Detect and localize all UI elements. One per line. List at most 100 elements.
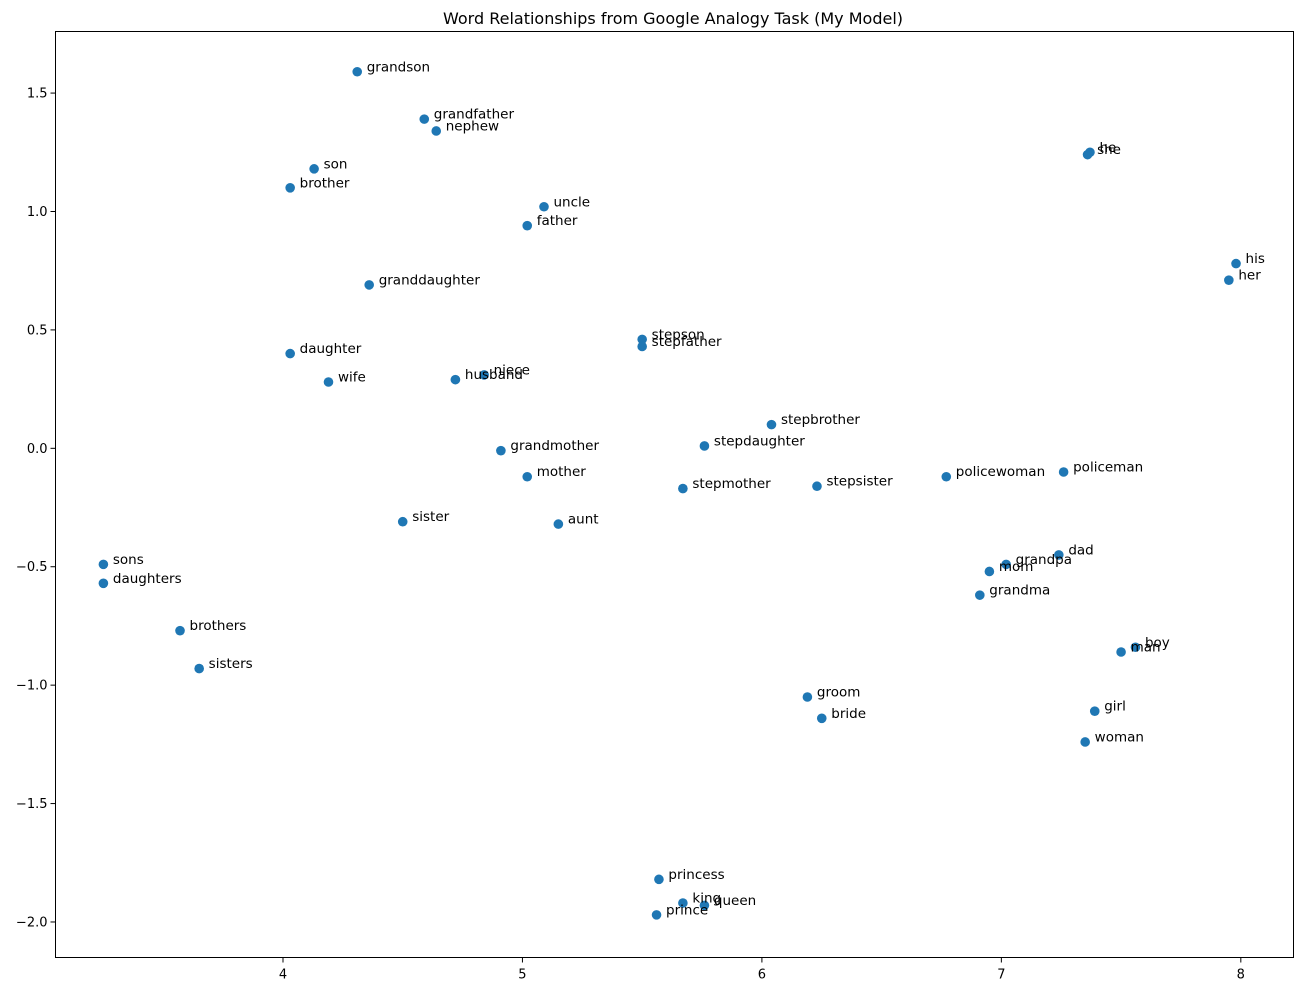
point-daughters — [98, 578, 109, 589]
point-label-stepsister: stepsister — [826, 474, 893, 490]
point-nephew — [431, 126, 442, 136]
point-brothers — [175, 625, 185, 636]
point-grandpa — [1001, 559, 1011, 570]
point-her — [1224, 275, 1234, 285]
point-label-grandma: grandma — [989, 583, 1050, 599]
point-bride — [816, 713, 827, 724]
point-princess — [654, 874, 664, 885]
point-stepfather — [637, 341, 647, 352]
point-label-father: father — [537, 213, 578, 229]
point-label-woman: woman — [1095, 729, 1144, 745]
point-husband — [450, 374, 461, 385]
point-label-policeman: policeman — [1073, 460, 1143, 476]
point-son — [309, 164, 319, 174]
point-stepsister — [812, 481, 822, 492]
point-label-stepfather: stepfather — [652, 334, 722, 350]
point-granddaughter — [364, 280, 374, 290]
point-daughter — [285, 348, 295, 359]
point-label-uncle: uncle — [553, 194, 590, 210]
point-label-stepdaughter: stepdaughter — [714, 433, 805, 449]
point-woman — [1080, 737, 1090, 747]
point-girl — [1089, 706, 1100, 716]
point-label-grandmother: grandmother — [510, 438, 599, 454]
point-stepdaughter — [699, 441, 710, 451]
point-sons — [98, 559, 109, 570]
point-stepmother — [678, 483, 688, 494]
point-label-wife: wife — [338, 370, 366, 386]
y-axis: −2.0 −1.5 −1.0 −0.5 0.0 0.5 1.0 1.5 — [16, 87, 56, 930]
point-label-aunt: aunt — [568, 512, 599, 528]
point-label-princess: princess — [668, 867, 724, 883]
point-sisters — [194, 663, 204, 674]
point-label-husband: husband — [465, 367, 523, 383]
data-points — [98, 66, 1241, 920]
point-label-stepmother: stepmother — [692, 476, 771, 492]
point-groom — [802, 692, 813, 702]
point-label-daughters: daughters — [113, 571, 182, 587]
y-tick-label: −1.0 — [16, 679, 48, 694]
point-label-queen: queen — [714, 893, 756, 909]
point-label-brother: brother — [300, 175, 350, 191]
point-stepson — [637, 334, 647, 345]
point-label-prince: prince — [666, 902, 708, 918]
point-label-stepson: stepson — [652, 327, 705, 343]
chart-title: Word Relationships from Google Analogy T… — [443, 9, 903, 28]
point-label-grandson: grandson — [367, 59, 430, 75]
y-tick-label: 1.5 — [27, 87, 48, 102]
point-grandson — [352, 66, 363, 77]
point-label-king: king — [692, 891, 721, 907]
point-label-grandpa: grandpa — [1016, 552, 1072, 568]
y-tick-label: −1.5 — [16, 797, 48, 812]
point-label-he: he — [1099, 140, 1116, 156]
point-label-mom: mom — [999, 559, 1034, 575]
x-tick-label: 6 — [758, 968, 766, 983]
point-label-boy: boy — [1145, 635, 1170, 651]
point-label-brothers: brothers — [190, 618, 247, 634]
point-father — [522, 220, 533, 231]
point-brother — [285, 183, 295, 193]
point-label-she: she — [1097, 142, 1121, 158]
point-label-stepbrother: stepbrother — [781, 412, 860, 428]
point-label-granddaughter: granddaughter — [379, 272, 481, 288]
point-aunt — [553, 519, 564, 529]
x-tick-label: 7 — [997, 968, 1005, 983]
point-label-daughter: daughter — [300, 341, 362, 357]
y-tick-label: 0.0 — [27, 442, 48, 457]
point-label-son: son — [324, 156, 348, 172]
point-label-niece: niece — [494, 362, 530, 378]
point-label-sister: sister — [412, 509, 449, 525]
x-tick-label: 5 — [518, 968, 526, 983]
point-label-dad: dad — [1068, 542, 1093, 558]
point-label-girl: girl — [1104, 699, 1126, 715]
plot-frame — [55, 31, 1294, 958]
point-label-policewoman: policewoman — [956, 464, 1045, 480]
point-policeman — [1058, 467, 1069, 477]
point-niece — [479, 370, 489, 380]
point-stepbrother — [766, 419, 777, 430]
point-man — [1116, 647, 1126, 657]
point-grandmother — [496, 445, 506, 456]
x-axis: 4 5 6 7 8 — [279, 957, 1245, 983]
point-label-sons: sons — [113, 552, 144, 568]
point-label-her: her — [1238, 268, 1261, 284]
x-tick-label: 4 — [279, 968, 287, 983]
point-queen — [699, 900, 710, 911]
point-king — [678, 898, 688, 908]
point-label-his: his — [1246, 251, 1265, 267]
point-grandma — [975, 590, 985, 600]
point-label-sisters: sisters — [209, 656, 253, 672]
point-label-mother: mother — [537, 464, 587, 480]
point-grandfather — [419, 114, 430, 124]
point-label-grandfather: grandfather — [434, 107, 515, 123]
point-label-man: man — [1131, 639, 1161, 655]
point-uncle — [539, 201, 549, 212]
y-tick-label: −0.5 — [16, 560, 48, 575]
x-tick-label: 8 — [1237, 968, 1245, 983]
point-his — [1231, 258, 1241, 269]
y-tick-label: 1.0 — [27, 205, 48, 220]
point-label-bride: bride — [831, 706, 866, 722]
point-label-nephew: nephew — [446, 118, 499, 134]
point-dad — [1054, 550, 1064, 560]
